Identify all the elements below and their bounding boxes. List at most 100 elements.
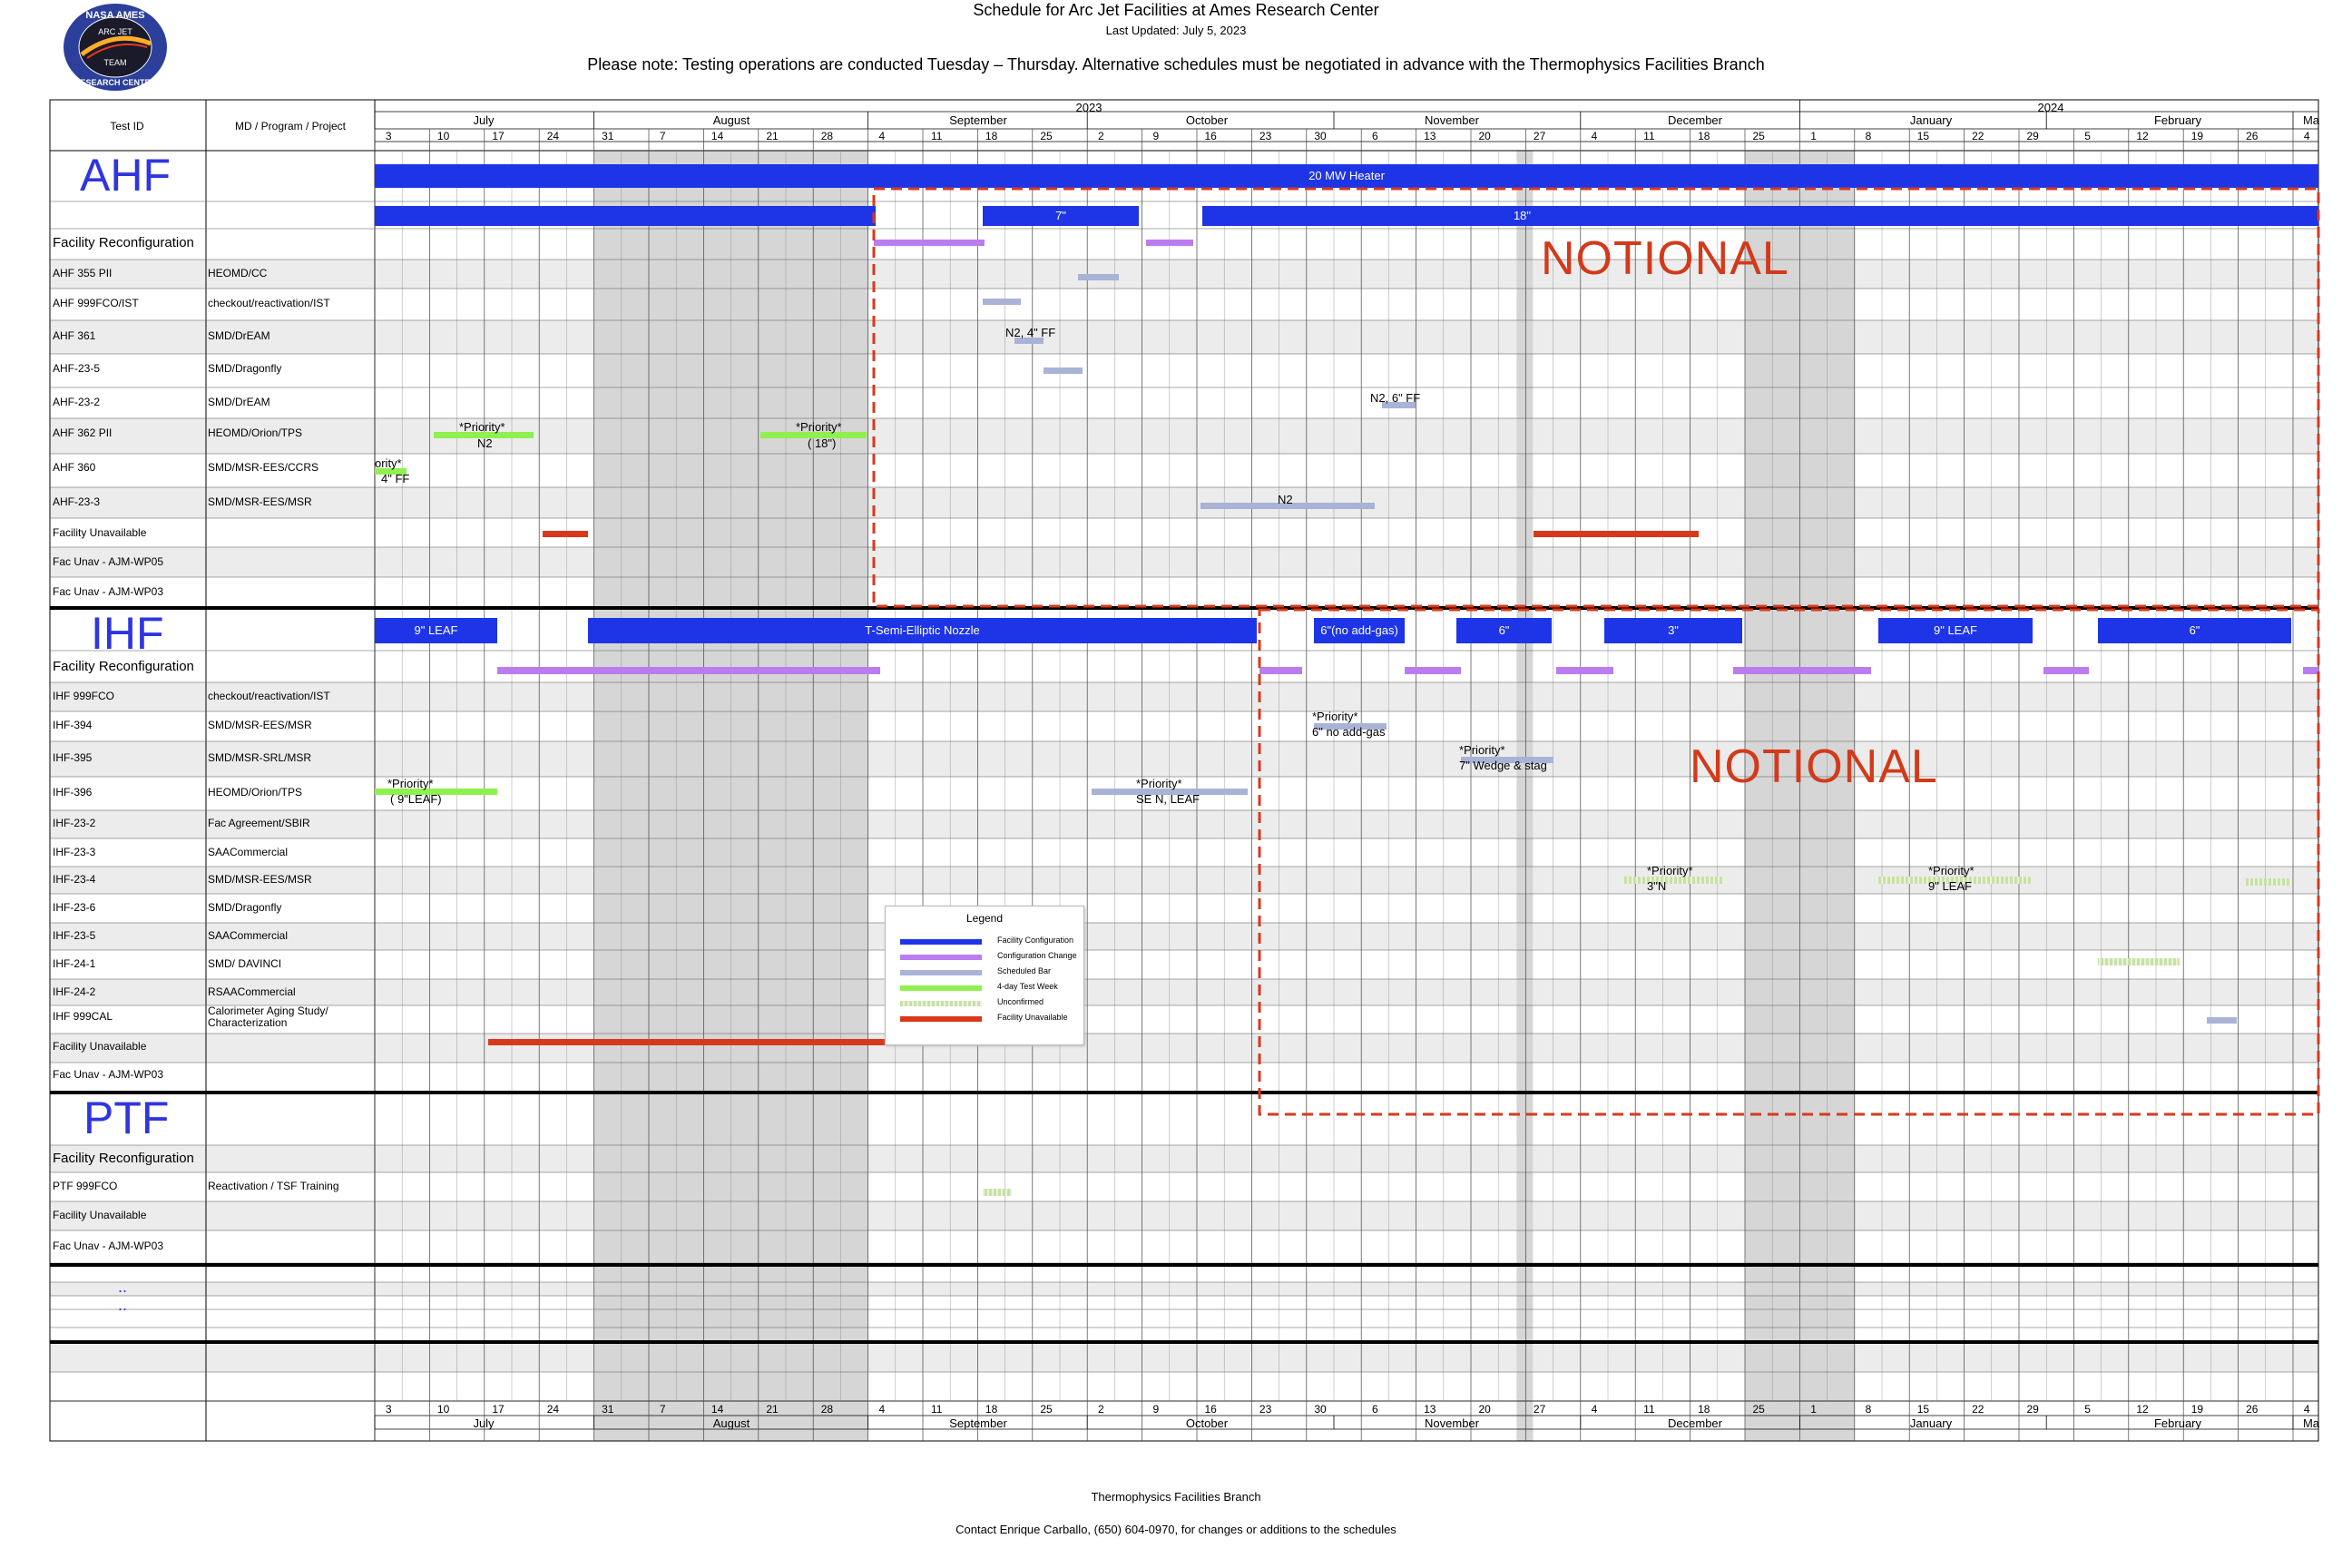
ihf-row-id: Facility Reconfiguration	[53, 659, 194, 674]
week-label: 6	[1372, 130, 1378, 142]
row-shading	[50, 320, 2318, 354]
month-label: November	[1425, 1416, 1479, 1430]
bar-ahf-18	[1202, 206, 2318, 226]
week-label: 30	[1314, 130, 1327, 142]
notional-label-ihf: NOTIONAL	[1690, 740, 1938, 793]
month-label: July	[473, 113, 495, 127]
week-label: 17	[492, 130, 505, 142]
ptf-row-id: Facility Reconfiguration	[53, 1151, 194, 1166]
ihf-row-program: RSAACommercial	[208, 985, 296, 998]
month-label: July	[473, 1416, 495, 1430]
ptf-row-id: PTF 999FCO	[53, 1180, 118, 1192]
bar-unconfirmed	[2246, 878, 2291, 886]
week-label: 10	[436, 130, 450, 142]
ahf-row-id: AHF-23-5	[53, 362, 101, 375]
week-label: 7	[659, 1403, 666, 1416]
week-label: 3	[385, 1403, 392, 1416]
schedule-annotation: *Priority*	[1312, 710, 1358, 723]
ihf-row-id: Fac Unav - AJM-WP03	[53, 1068, 164, 1081]
logo-text-top: NASA AMES	[85, 10, 144, 21]
month-label: December	[1668, 1416, 1722, 1430]
bar-config-change	[1259, 667, 1302, 674]
month-label: November	[1425, 113, 1479, 127]
dots-2: ..	[118, 1296, 128, 1314]
week-label: 2	[1098, 130, 1104, 142]
ahf-row-id: AHF-23-3	[53, 495, 101, 508]
legend-swatch	[900, 955, 982, 960]
ihf-row-id: IHF-24-1	[53, 957, 96, 970]
ihf-row-program: SMD/Dragonfly	[208, 901, 282, 914]
bar-scheduled	[1014, 338, 1044, 344]
ahf-row-id: AHF 361	[53, 329, 96, 342]
label-ihf-6b: 6"	[2189, 623, 2200, 637]
ihf-row-id: IHF 999CAL	[53, 1010, 113, 1023]
schedule-annotation: 9" LEAF	[1928, 879, 1972, 893]
ahf-row-id: Facility Unavailable	[53, 526, 147, 539]
week-label: 6	[1372, 1403, 1378, 1416]
ihf-row-id: IHF-396	[53, 786, 93, 799]
schedule-annotation: *Priority*	[1928, 864, 1975, 877]
page-title: Schedule for Arc Jet Facilities at Ames …	[973, 1, 1379, 19]
week-label: 11	[1643, 130, 1655, 142]
notional-box-ihf	[1258, 608, 2320, 1116]
ahf-row-id: AHF 360	[53, 461, 96, 474]
week-label: 25	[1752, 130, 1765, 142]
week-label: 4	[878, 130, 886, 142]
ahf-row-id: AHF 999FCO/IST	[53, 297, 139, 309]
bar-scheduled	[1092, 789, 1248, 795]
week-label: 9	[1152, 130, 1160, 142]
ihf-row-program-line2: Characterization	[208, 1016, 288, 1029]
row-shading	[50, 682, 2318, 711]
ahf-row-program: checkout/reactivation/IST	[208, 297, 330, 309]
bar-config-change	[1405, 667, 1461, 674]
bar-config-change	[1556, 667, 1613, 674]
bar-four-day	[434, 432, 534, 438]
legend-swatch	[900, 1016, 982, 1022]
row-shading	[50, 260, 2318, 289]
bar-ihf-9leaf	[375, 618, 497, 643]
bar-scheduled	[2207, 1017, 2237, 1024]
shaded-weeks	[1516, 151, 1534, 1441]
ahf-row-program: SMD/Dragonfly	[208, 362, 282, 375]
row-shading	[50, 741, 2318, 777]
label-ihf-9leaf: 9" LEAF	[414, 623, 458, 637]
ahf-row-program: SMD/MSR-EES/CCRS	[208, 461, 319, 474]
week-label: 31	[602, 130, 614, 142]
ahf-row-id: AHF-23-2	[53, 396, 101, 408]
schedule-annotation: 3"N	[1647, 879, 1667, 893]
week-label: 1	[1810, 1403, 1817, 1416]
ahf-row-id: AHF 355 PII	[53, 267, 113, 279]
ihf-row-id: IHF-23-5	[53, 929, 96, 942]
row-shading	[50, 1034, 2318, 1063]
week-label: 20	[1478, 130, 1491, 142]
week-label: 29	[2026, 1403, 2039, 1416]
bar-config-change	[497, 667, 880, 674]
logo-text-bottom: RESEARCH CENTER	[74, 78, 157, 87]
month-label: October	[1185, 1416, 1229, 1430]
schedule-annotation: *Priority*	[1647, 864, 1693, 877]
week-label: 11	[1643, 1403, 1655, 1416]
bar-ihf-3	[1604, 618, 1742, 643]
month-label: August	[712, 1416, 750, 1430]
schedule-annotation: 6" no add-gas	[1312, 725, 1386, 739]
bar-config-change	[874, 240, 985, 246]
logo-text-middle: ARC JET	[98, 27, 132, 36]
bar-ihf-6b	[2098, 618, 2291, 643]
month-label: September	[949, 113, 1007, 127]
week-label: 3	[385, 130, 392, 142]
week-label: 9	[1152, 1403, 1160, 1416]
bar-config-change	[1733, 667, 1871, 674]
month-label: January	[1909, 1416, 1953, 1430]
label-ahf-18: 18"	[1513, 209, 1532, 222]
legend-label: 4-day Test Week	[997, 982, 1058, 991]
legend-label: Unconfirmed	[997, 997, 1044, 1006]
bar-ahf-7	[983, 206, 1139, 226]
week-label: 12	[2136, 1403, 2149, 1416]
row-shading	[50, 1145, 2318, 1172]
ihf-row-program: SMD/MSR-EES/MSR	[208, 873, 312, 886]
week-label: 5	[2084, 130, 2091, 142]
week-label: 4	[2303, 130, 2310, 142]
month-label: February	[2153, 113, 2202, 127]
week-label: 14	[710, 130, 724, 142]
